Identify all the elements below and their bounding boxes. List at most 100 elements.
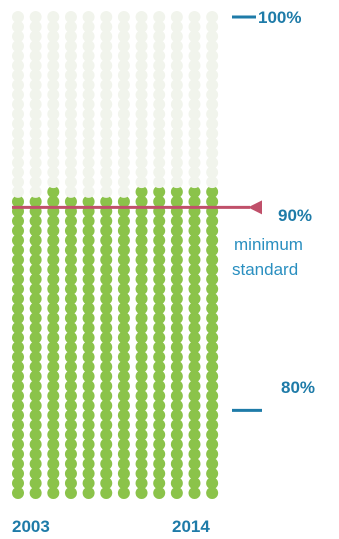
empty-dot [206, 98, 219, 111]
empty-dot [29, 69, 42, 82]
filled-dot [206, 399, 219, 412]
filled-dot [100, 457, 113, 470]
filled-dot [188, 341, 201, 354]
empty-dot [206, 127, 219, 140]
filled-dot [206, 409, 219, 422]
empty-dot [82, 88, 95, 101]
empty-dot [47, 156, 60, 169]
filled-dot [64, 389, 77, 402]
empty-dot [12, 137, 24, 150]
filled-dot [29, 234, 42, 247]
empty-dot [206, 156, 219, 169]
empty-dot [135, 11, 148, 23]
empty-dot [135, 127, 148, 140]
filled-dot [188, 215, 201, 227]
empty-dot [29, 11, 42, 23]
filled-dot [153, 331, 166, 344]
empty-dot [135, 176, 148, 189]
filled-dot [12, 331, 24, 344]
filled-dot [117, 370, 130, 383]
filled-dot [82, 370, 95, 383]
filled-dot [47, 389, 60, 402]
filled-dot [188, 467, 201, 480]
filled-dot [153, 438, 166, 451]
filled-dot [12, 399, 24, 412]
filled-dot [188, 487, 201, 499]
filled-dot [82, 467, 95, 480]
empty-dot [135, 20, 148, 33]
filled-dot [100, 224, 113, 237]
filled-dot [153, 321, 166, 334]
filled-dot [47, 263, 60, 276]
filled-dot [82, 253, 95, 266]
empty-dot [47, 127, 60, 140]
filled-dot [12, 351, 24, 363]
filled-dot [100, 370, 113, 383]
empty-dot [64, 30, 77, 43]
filled-dot [135, 448, 148, 461]
filled-dot [206, 244, 219, 257]
empty-dot [117, 88, 130, 101]
empty-dot [170, 11, 183, 23]
filled-dot [82, 331, 95, 344]
filled-dot [153, 263, 166, 276]
filled-dot [135, 244, 148, 257]
filled-dot [206, 351, 219, 363]
empty-dot [206, 59, 219, 72]
empty-dot [206, 117, 219, 130]
filled-dot [117, 448, 130, 461]
filled-dot [135, 419, 148, 431]
filled-dot [135, 331, 148, 344]
empty-dot [64, 69, 77, 82]
empty-dot [64, 137, 77, 150]
empty-dot [206, 108, 219, 121]
filled-dot [188, 438, 201, 451]
empty-dot [206, 20, 219, 33]
empty-dot [64, 166, 77, 179]
empty-dot [29, 156, 42, 169]
filled-dot [135, 457, 148, 470]
filled-dot [188, 419, 201, 431]
filled-dot [12, 283, 24, 295]
filled-dot [12, 360, 24, 373]
tick-marks [232, 15, 262, 412]
empty-dot [100, 166, 113, 179]
filled-dot [12, 419, 24, 431]
filled-dot [47, 312, 60, 325]
filled-dot [117, 438, 130, 451]
filled-dot [170, 467, 183, 480]
empty-dot [12, 20, 24, 33]
filled-dot [12, 409, 24, 422]
filled-dot [206, 195, 219, 208]
empty-dot [12, 49, 24, 62]
filled-dot [12, 312, 24, 325]
empty-dot [153, 127, 166, 140]
filled-dot [82, 292, 95, 305]
filled-dot [153, 399, 166, 412]
filled-dot [100, 419, 113, 431]
empty-dot [206, 30, 219, 43]
filled-dot [29, 467, 42, 480]
filled-dot [64, 253, 77, 266]
empty-dot [188, 11, 201, 23]
filled-dot [64, 409, 77, 422]
filled-dot [153, 234, 166, 247]
filled-dot [82, 438, 95, 451]
filled-dot [153, 487, 166, 499]
filled-dot [206, 234, 219, 247]
filled-dot [29, 389, 42, 402]
filled-dot [29, 331, 42, 344]
empty-dot [29, 79, 42, 91]
empty-dot [12, 166, 24, 179]
filled-dot [47, 195, 60, 208]
filled-dot [82, 457, 95, 470]
empty-dot [188, 49, 201, 62]
filled-dot [82, 341, 95, 354]
filled-dot [100, 195, 113, 208]
filled-dot [12, 380, 24, 393]
empty-dot [206, 79, 219, 91]
empty-dot [64, 49, 77, 62]
filled-dot [64, 292, 77, 305]
empty-dot [100, 79, 113, 91]
filled-dot [153, 312, 166, 325]
